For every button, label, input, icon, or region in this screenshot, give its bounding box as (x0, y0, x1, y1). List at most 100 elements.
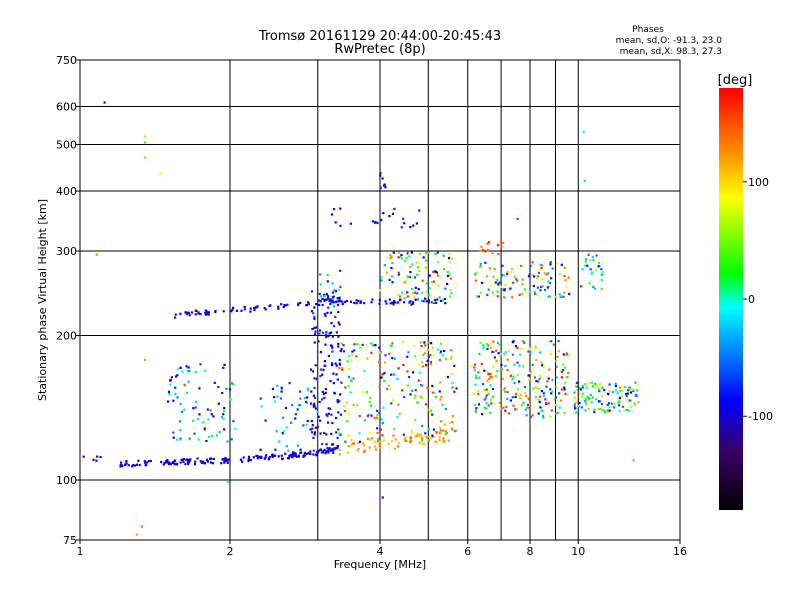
data-point (207, 435, 211, 438)
data-point (514, 276, 517, 279)
data-point (403, 281, 406, 284)
data-point (228, 388, 232, 391)
data-point (331, 448, 334, 451)
data-point (597, 262, 601, 265)
data-point (534, 386, 537, 389)
data-point (446, 282, 449, 285)
data-point (409, 393, 412, 396)
data-point (249, 310, 252, 313)
data-point (592, 385, 595, 388)
data-point (230, 310, 233, 313)
data-point (223, 461, 226, 464)
data-point (291, 456, 294, 459)
data-point (143, 141, 147, 144)
data-point (535, 358, 538, 361)
data-point (326, 273, 329, 277)
data-point (285, 426, 288, 429)
data-point (413, 296, 416, 299)
data-point (548, 368, 551, 371)
data-point (435, 271, 438, 274)
data-point (409, 265, 412, 269)
data-point (413, 396, 416, 400)
data-point (606, 403, 609, 406)
data-point (337, 321, 340, 324)
data-point (410, 431, 413, 434)
data-point (391, 301, 394, 304)
data-point (416, 266, 419, 269)
data-point (299, 397, 302, 400)
data-point (393, 300, 396, 303)
data-point (319, 368, 322, 371)
data-point (501, 368, 504, 371)
data-point (537, 412, 540, 415)
phases-mean-o: mean, sd,O: -91.3, 23.0 (616, 36, 723, 46)
data-point (324, 314, 327, 317)
data-point (477, 295, 480, 298)
data-point (277, 305, 280, 308)
data-point (545, 385, 548, 388)
data-point (344, 386, 347, 389)
data-point (600, 403, 604, 406)
data-point (364, 419, 367, 422)
data-point (495, 361, 498, 364)
data-point (185, 391, 189, 394)
data-point (427, 301, 431, 304)
data-point (378, 346, 381, 349)
data-point (551, 267, 554, 270)
data-point (321, 373, 324, 376)
data-point (196, 457, 199, 460)
data-point (294, 453, 297, 456)
data-point (493, 402, 496, 405)
data-point (608, 390, 611, 393)
data-point (330, 432, 333, 435)
data-point (420, 396, 424, 399)
data-point (342, 344, 345, 347)
data-point (409, 436, 412, 439)
data-point (587, 408, 590, 411)
data-point (330, 362, 334, 365)
data-point (431, 384, 434, 388)
data-point (429, 363, 432, 366)
data-point (380, 218, 383, 222)
data-point (413, 345, 416, 348)
data-point (212, 415, 215, 418)
data-point (540, 361, 543, 364)
data-point (412, 224, 415, 227)
data-point (492, 275, 495, 279)
data-point (449, 289, 452, 292)
data-point (197, 438, 200, 441)
data-point (402, 363, 405, 367)
data-point (491, 252, 494, 255)
data-point (222, 417, 225, 420)
data-point (348, 354, 351, 357)
data-point (263, 457, 266, 460)
data-point (428, 287, 431, 290)
data-point (542, 394, 545, 398)
data-point (491, 291, 494, 294)
data-point (209, 409, 212, 412)
data-point (591, 256, 594, 259)
data-point (500, 245, 503, 248)
data-point (504, 283, 507, 286)
data-point (503, 274, 506, 277)
data-point (411, 389, 414, 392)
data-point (637, 383, 640, 386)
data-point (491, 376, 494, 379)
data-point (607, 402, 611, 405)
data-point (549, 282, 552, 285)
data-point (222, 310, 225, 313)
data-point (473, 366, 476, 369)
data-point (279, 397, 282, 400)
data-point (311, 370, 314, 373)
data-point (485, 402, 488, 405)
data-point (297, 302, 300, 305)
data-point (628, 388, 631, 391)
data-point (176, 438, 179, 441)
data-point (520, 347, 523, 350)
data-point (388, 278, 391, 281)
data-point (562, 393, 565, 396)
y-tick-label: 750 (56, 54, 77, 67)
data-point (159, 172, 162, 175)
data-point (335, 373, 338, 376)
data-point (573, 396, 576, 399)
